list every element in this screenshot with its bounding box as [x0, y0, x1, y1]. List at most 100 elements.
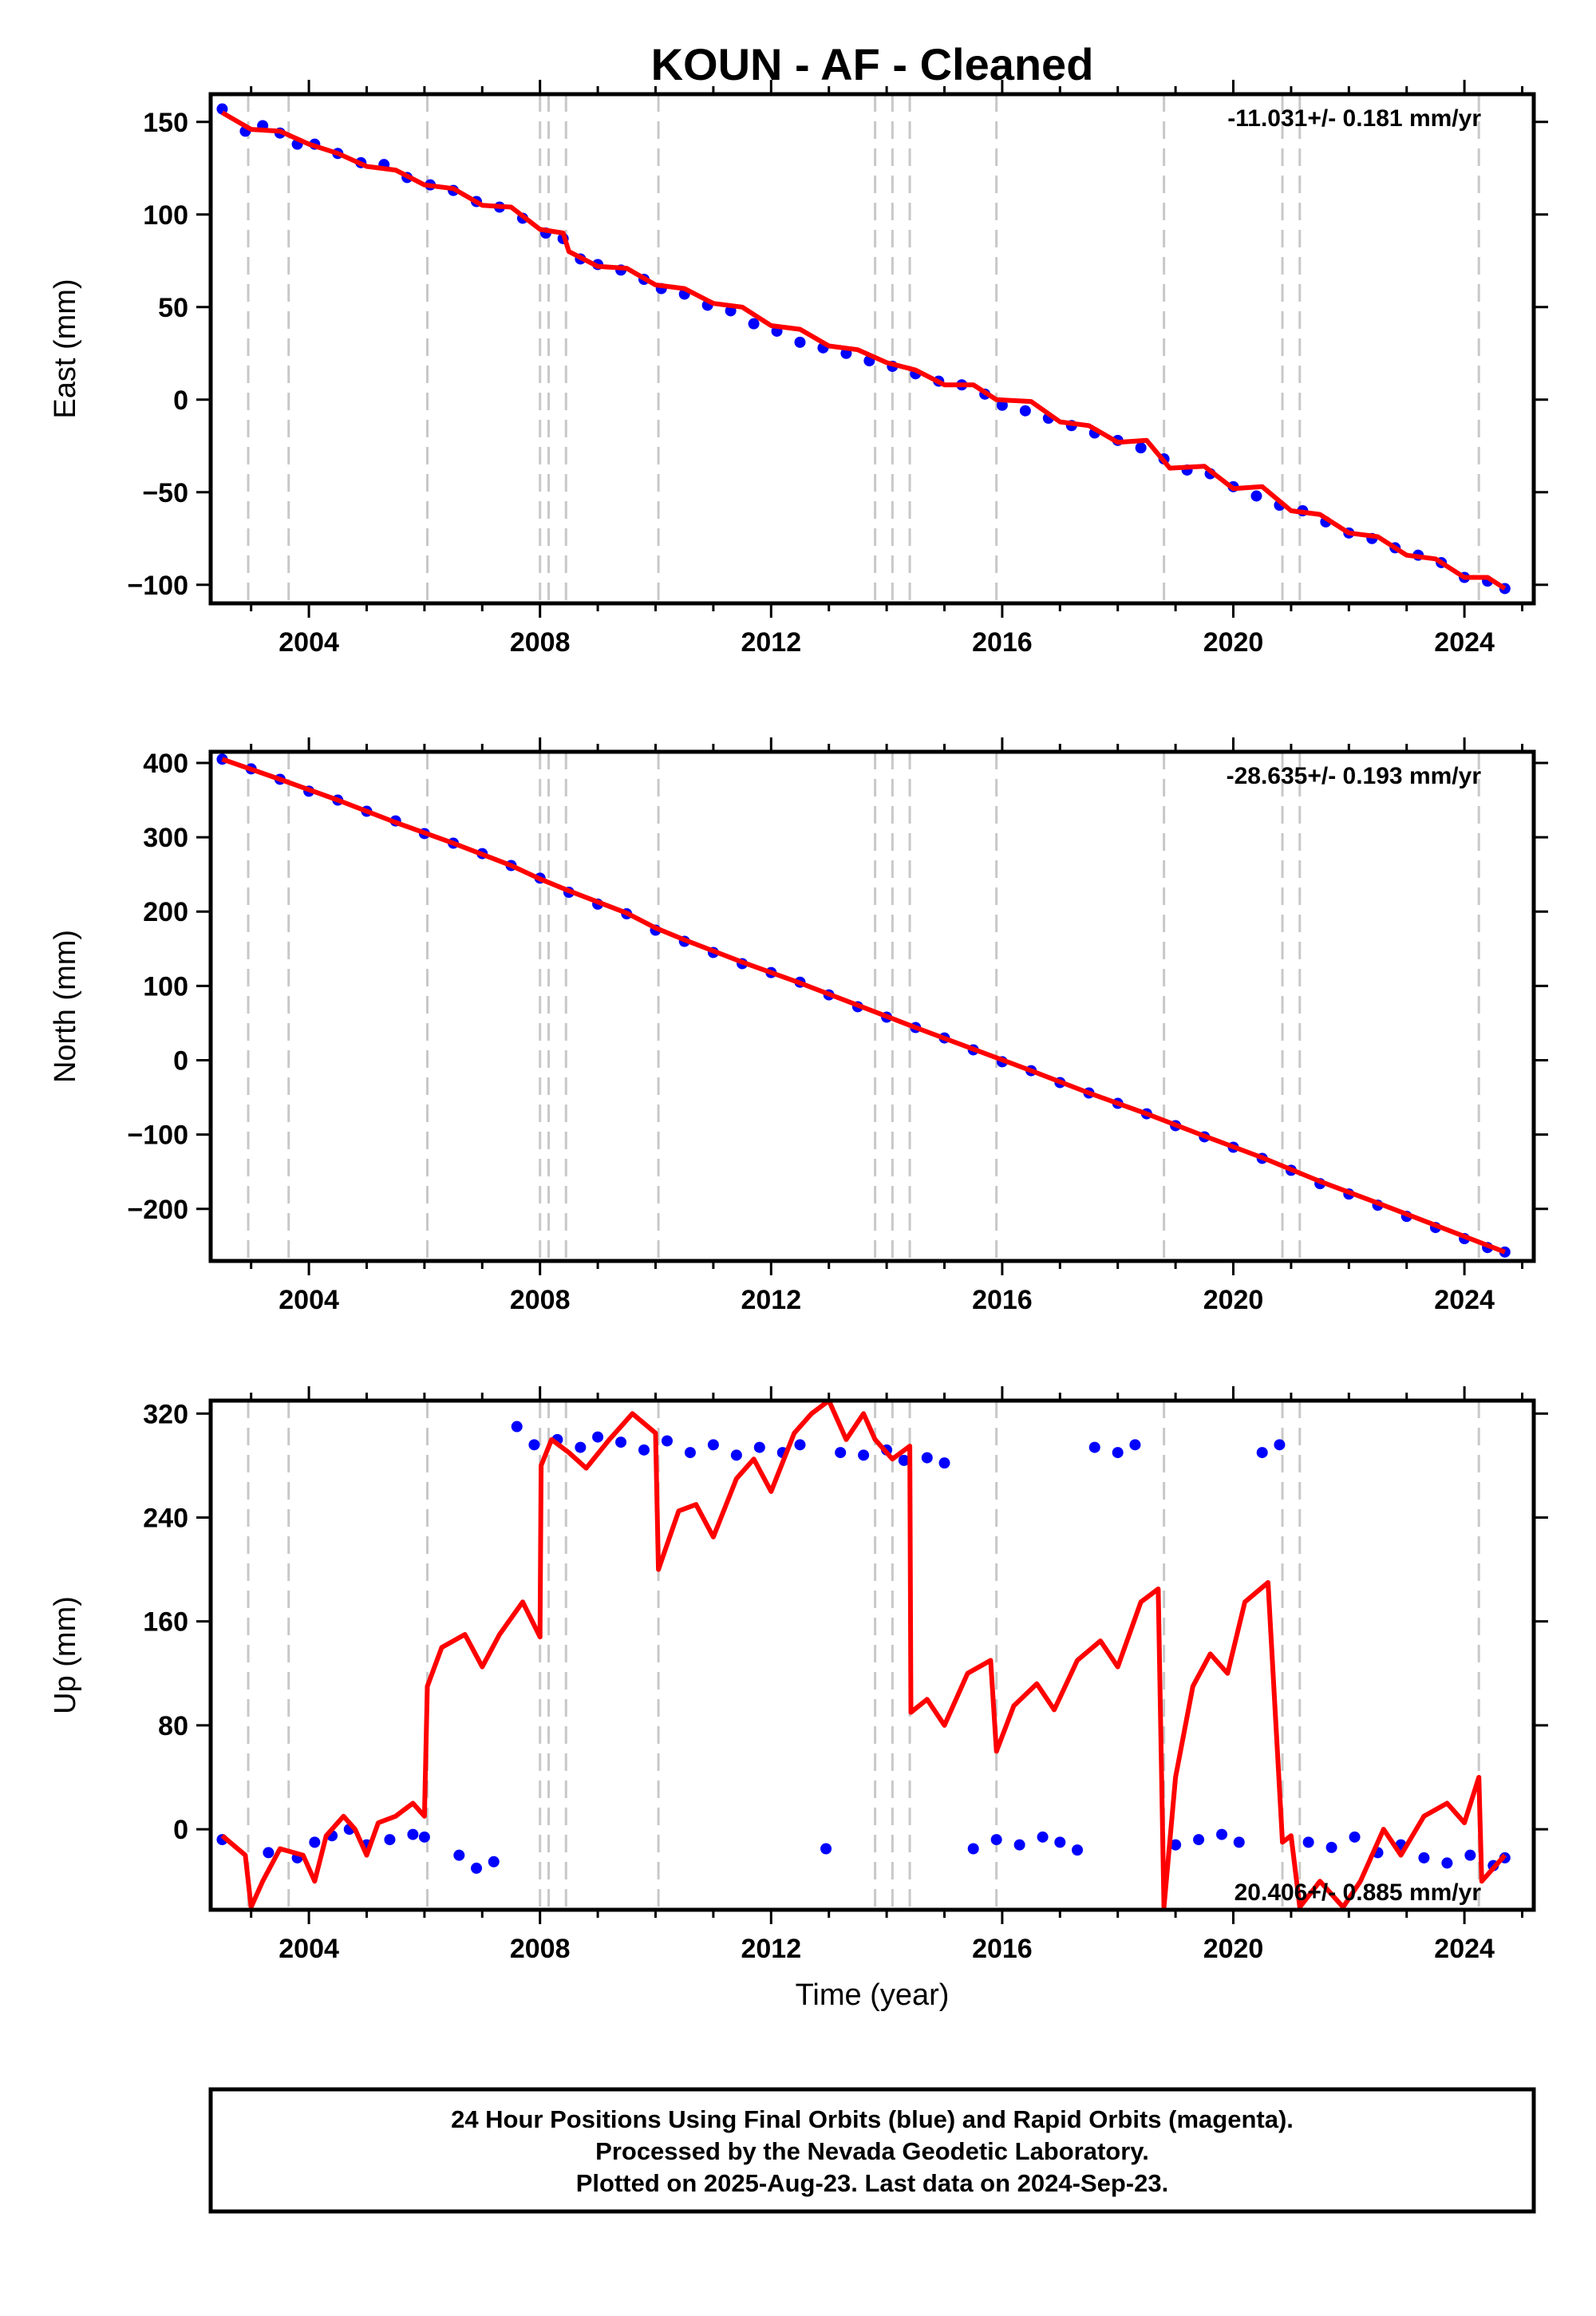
- data-point: [820, 1843, 832, 1855]
- data-point: [1054, 1836, 1066, 1848]
- footer-line-2: Processed by the Nevada Geodetic Laborat…: [595, 2137, 1149, 2165]
- x-tick-label: 2024: [1434, 1285, 1495, 1315]
- data-point: [418, 1831, 430, 1843]
- x-tick-label: 2012: [741, 1934, 801, 1964]
- plot-area: [216, 1401, 1511, 1910]
- plot-area: [216, 753, 1511, 1258]
- rate-label: -28.635+/- 0.193 mm/yr: [1227, 763, 1482, 789]
- y-tick-label: 320: [143, 1399, 188, 1429]
- x-tick-label: 2024: [1434, 627, 1495, 658]
- plot-frame: [208, 1398, 1536, 1912]
- data-point: [1170, 1839, 1182, 1851]
- x-tick-label: 2008: [510, 1285, 571, 1315]
- y-axis-label: North (mm): [49, 930, 82, 1083]
- rate-label: -11.031+/- 0.181 mm/yr: [1227, 105, 1481, 132]
- y-tick-label: 100: [143, 200, 188, 231]
- data-point: [990, 1834, 1002, 1846]
- data-point: [1129, 1439, 1141, 1451]
- data-point: [615, 1437, 627, 1448]
- y-tick-label: 0: [173, 385, 188, 416]
- x-tick-label: 2008: [510, 627, 571, 658]
- figure-title: KOUN - AF - Cleaned: [651, 39, 1094, 89]
- data-point: [1256, 1447, 1268, 1459]
- y-tick-label: 80: [158, 1711, 188, 1741]
- data-point: [684, 1447, 696, 1459]
- data-point: [263, 1847, 275, 1859]
- y-tick-label: −100: [127, 571, 188, 601]
- east-panel: 2004 2008 2012 2016 2020 2024 −100 −50 0 50 100 150…: [49, 80, 1548, 658]
- rate-label: 20.406+/- 0.885 mm/yr: [1235, 1879, 1482, 1906]
- y-tick-label: −200: [127, 1195, 188, 1225]
- data-point: [1418, 1852, 1430, 1863]
- model-line: [221, 757, 1506, 1255]
- data-point: [748, 318, 760, 330]
- x-tick-label: 2020: [1203, 627, 1264, 658]
- data-point: [1233, 1836, 1245, 1848]
- data-point: [1302, 1836, 1314, 1848]
- x-tick-label: 2024: [1434, 1934, 1495, 1964]
- data-point: [1193, 1834, 1205, 1846]
- x-tick-label: 2020: [1203, 1934, 1264, 1964]
- data-point: [407, 1828, 419, 1840]
- data-point: [794, 336, 806, 348]
- y-axis-label: Up (mm): [49, 1596, 82, 1714]
- data-point: [967, 1843, 979, 1855]
- data-point: [921, 1452, 933, 1464]
- data-point: [384, 1834, 396, 1846]
- plot-frame: [208, 92, 1536, 606]
- data-point: [1088, 1441, 1100, 1453]
- data-point: [1037, 1831, 1049, 1843]
- data-point: [575, 1441, 587, 1453]
- data-point: [753, 1441, 765, 1453]
- x-tick-label: 2004: [279, 1285, 339, 1315]
- time-axis-label: Time (year): [796, 1978, 950, 2012]
- up-panel: 2004 2008 2012 2016 2020 2024 0 80 160 240 320 Up (…: [49, 1386, 1548, 1964]
- x-tick-label: 2004: [279, 627, 339, 658]
- north-panel: 2004 2008 2012 2016 2020 2024 −200 −100 0 100 200 3…: [49, 737, 1548, 1315]
- y-tick-label: 400: [143, 749, 188, 779]
- y-tick-label: 200: [143, 897, 188, 927]
- data-point: [528, 1439, 540, 1451]
- y-tick-label: 0: [173, 1815, 188, 1845]
- data-point: [1216, 1828, 1228, 1840]
- model-line: [220, 1401, 1507, 1910]
- footer-line-1: 24 Hour Positions Using Final Orbits (bl…: [451, 2105, 1294, 2133]
- data-point: [858, 1449, 870, 1461]
- data-point: [471, 1862, 483, 1874]
- data-point: [661, 1435, 673, 1447]
- data-point: [1349, 1831, 1361, 1843]
- y-tick-label: −50: [142, 478, 188, 508]
- data-point: [1441, 1857, 1453, 1869]
- data-point: [1112, 1447, 1124, 1459]
- data-point: [730, 1449, 742, 1461]
- x-tick-label: 2016: [972, 1934, 1033, 1964]
- x-tick-label: 2016: [972, 627, 1033, 658]
- x-tick-label: 2012: [741, 1285, 801, 1315]
- footer-box: [208, 2087, 1536, 2214]
- data-point: [1250, 490, 1262, 502]
- data-point: [835, 1447, 847, 1459]
- data-point: [309, 1836, 321, 1848]
- x-tick-label: 2004: [279, 1934, 339, 1964]
- y-tick-label: 100: [143, 971, 188, 1002]
- y-axis-label: East (mm): [49, 279, 82, 418]
- plot-area: [216, 103, 1511, 595]
- plot-frame: [208, 749, 1536, 1263]
- data-point: [453, 1849, 465, 1861]
- data-point: [1274, 1439, 1286, 1451]
- data-point: [707, 1439, 719, 1451]
- data-point: [1464, 1849, 1476, 1861]
- x-tick-label: 2020: [1203, 1285, 1264, 1315]
- data-point: [1019, 405, 1031, 417]
- y-tick-label: 50: [158, 293, 188, 323]
- data-point: [1013, 1839, 1025, 1851]
- data-point: [1135, 442, 1147, 454]
- data-point: [638, 1444, 650, 1456]
- y-tick-label: 160: [143, 1607, 188, 1638]
- data-point: [1325, 1841, 1337, 1853]
- data-point: [938, 1457, 950, 1469]
- data-point: [898, 1454, 910, 1466]
- x-tick-label: 2012: [741, 627, 801, 658]
- model-line: [221, 110, 1507, 591]
